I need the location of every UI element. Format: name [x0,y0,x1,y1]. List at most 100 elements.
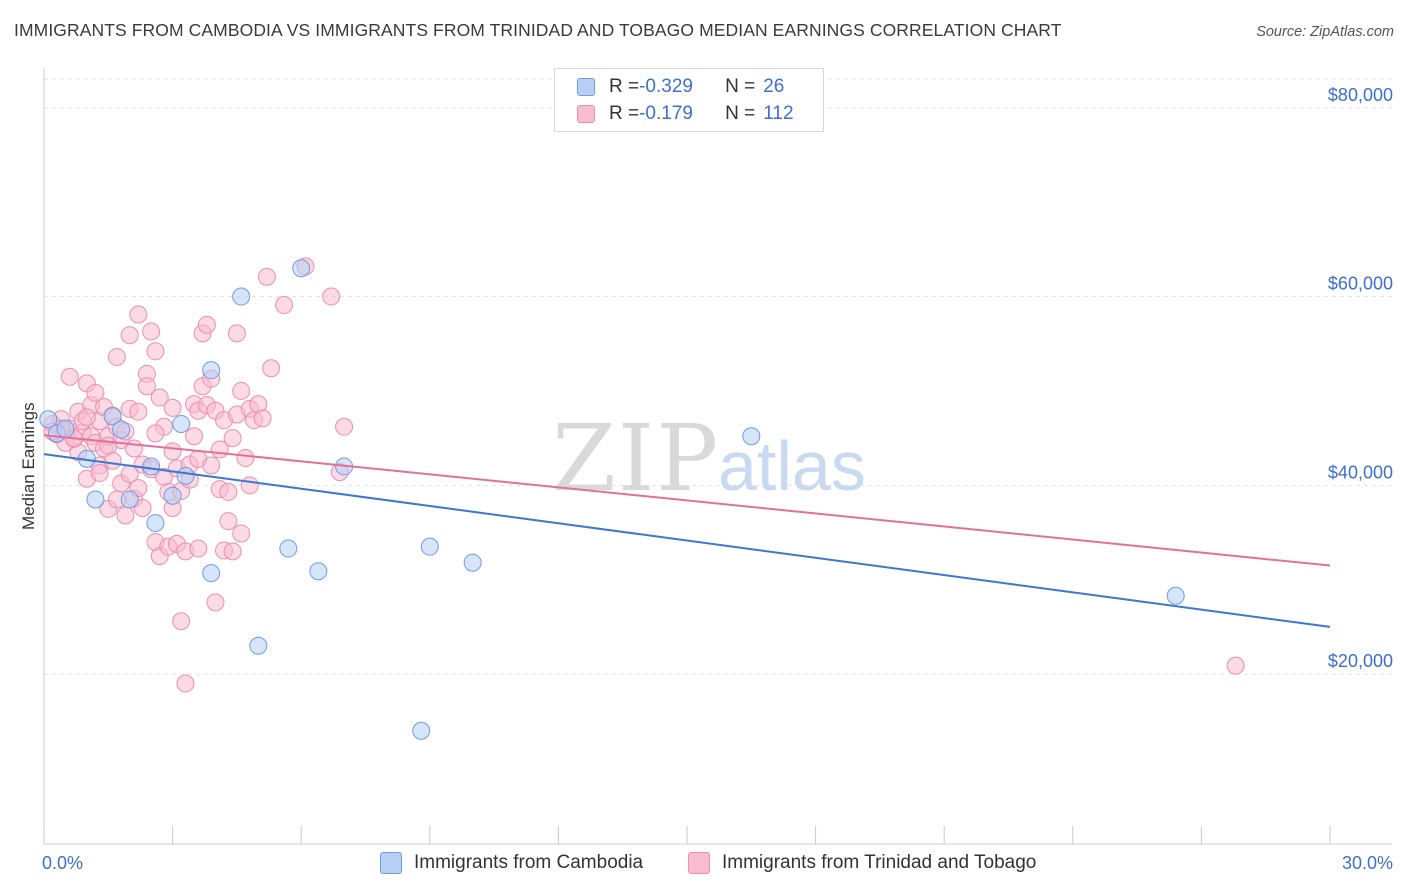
legend-swatch-cambodia [577,78,595,96]
source-label: Source: ZipAtlas.com [1256,24,1394,40]
point-trinidad [262,359,281,378]
point-cambodia [1166,586,1185,605]
x-tick-label-min: 0.0% [42,853,83,873]
y-axis-title: Median Earnings [19,402,38,530]
point-trinidad [219,482,238,501]
legend-r-value: -0.329 [639,76,693,97]
point-trinidad [335,417,354,436]
point-trinidad [206,593,225,612]
point-cambodia [103,407,122,426]
axes [43,68,1392,845]
x-tick-label-max: 30.0% [1342,853,1393,873]
point-trinidad [150,388,169,407]
bottom-legend-label-cambodia: Immigrants from Cambodia [414,852,644,873]
legend-r-label: R = [609,103,640,124]
point-trinidad [322,287,341,306]
bottom-legend-label-trinidad: Immigrants from Trinidad and Tobago [722,852,1037,873]
point-cambodia [163,486,182,505]
point-trinidad [103,451,122,470]
point-trinidad [99,436,118,455]
point-cambodia [420,537,439,556]
trend-line-cambodia [43,453,1331,628]
point-trinidad [163,398,182,417]
legend-r-value: -0.179 [639,103,693,124]
point-trinidad [240,476,259,495]
legend-n-value: 26 [763,76,785,97]
point-cambodia [112,420,131,439]
point-trinidad [77,408,96,427]
legend-swatch-trinidad [577,105,595,123]
point-cambodia [463,553,482,572]
point-trinidad [120,326,139,345]
bottom-legend-swatch-cambodia [380,852,402,874]
point-trinidad [137,377,156,396]
point-trinidad [223,542,242,561]
watermark-atlas: atlas [718,427,866,505]
point-trinidad [129,402,148,421]
point-trinidad [133,498,152,517]
point-cambodia [292,259,311,278]
point-cambodia [56,419,75,438]
point-trinidad [253,409,272,428]
trend-line-trinidad [43,434,1331,567]
point-trinidad [219,512,238,531]
y-tick-label: $80,000 [1328,85,1393,105]
point-trinidad [146,342,165,361]
point-cambodia [202,564,221,583]
point-trinidad [257,267,276,286]
point-cambodia [39,410,58,429]
y-tick-label: $20,000 [1328,651,1393,671]
bottom-legend-cambodia: Immigrants from Cambodia [380,852,643,874]
point-cambodia [142,457,161,476]
point-trinidad [232,381,251,400]
point-cambodia [172,414,191,433]
point-cambodia [279,539,298,558]
point-cambodia [120,490,139,509]
x-tick-labels: 0.0% 30.0% [42,853,1393,873]
point-cambodia [176,466,195,485]
bottom-legend-swatch-trinidad [688,852,710,874]
point-cambodia [232,287,251,306]
correlation-legend: R = -0.329 N = 26 R = -0.179 N = 112 [554,68,824,132]
point-cambodia [146,514,165,533]
y-tick-label: $40,000 [1328,462,1393,482]
point-trinidad [223,429,242,448]
point-trinidad [232,524,251,543]
grid-lines [44,78,1392,675]
point-trinidad [172,612,191,631]
chart-title: IMMIGRANTS FROM CAMBODIA VS IMMIGRANTS F… [14,20,1062,40]
point-trinidad [129,305,148,324]
legend-n-value: 112 [763,103,794,124]
legend-row-cambodia: R = -0.329 N = 26 [577,74,784,100]
y-tick-labels: $20,000 $40,000 $60,000 $80,000 [1328,85,1393,671]
point-trinidad [189,539,208,558]
point-cambodia [86,490,105,509]
point-trinidad [142,322,161,341]
point-cambodia [309,562,328,581]
legend-row-trinidad: R = -0.179 N = 112 [577,101,794,127]
series-cambodia-points [39,259,1185,740]
point-cambodia [742,427,761,446]
point-trinidad [90,464,109,483]
legend-n-label: N = [725,103,756,124]
point-trinidad [227,324,246,343]
point-trinidad [1226,656,1245,675]
point-trinidad [116,506,135,525]
point-trinidad [197,315,216,334]
bottom-legend-trinidad: Immigrants from Trinidad and Tobago [688,852,1036,874]
point-trinidad [176,674,195,693]
legend-r-label: R = [609,76,640,97]
point-trinidad [107,347,126,366]
point-trinidad [236,448,255,467]
point-trinidad [185,427,204,446]
point-trinidad [275,296,294,315]
y-tick-label: $60,000 [1328,274,1393,294]
point-cambodia [249,636,268,655]
trend-lines [43,434,1331,628]
legend-n-label: N = [725,76,756,97]
watermark: ZIP atlas [552,405,866,512]
point-trinidad [146,424,165,443]
point-trinidad [163,442,182,461]
point-trinidad [86,383,105,402]
